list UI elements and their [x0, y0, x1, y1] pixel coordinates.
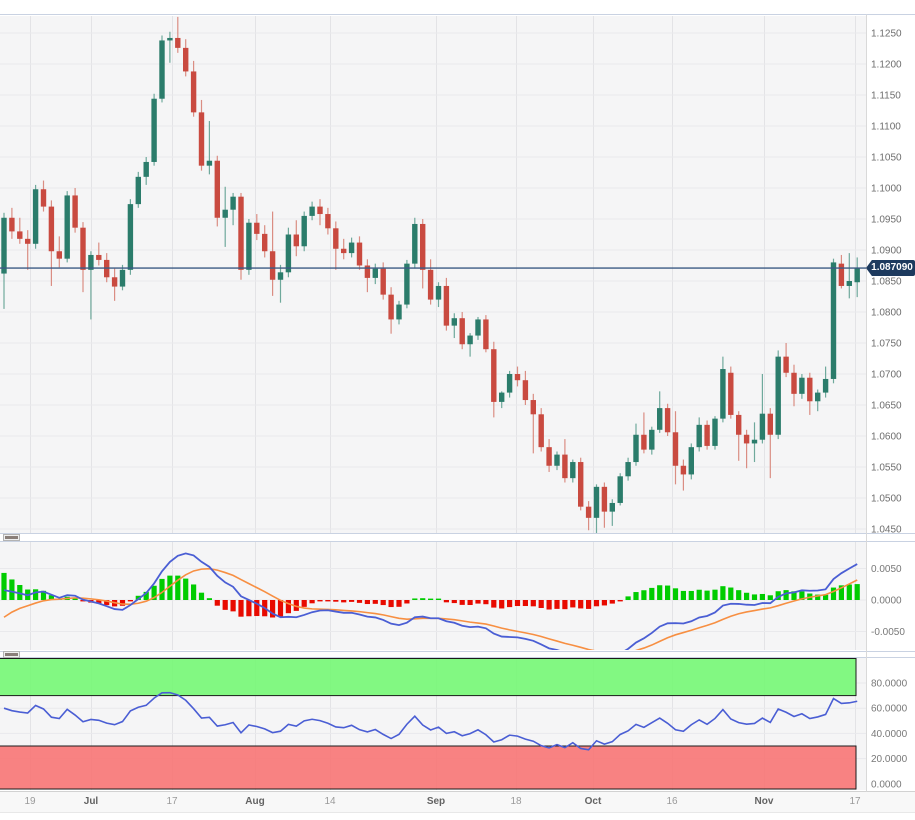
overbought-zone: [0, 658, 857, 697]
svg-text:Oct: Oct: [585, 796, 602, 807]
svg-text:1.0450: 1.0450: [871, 525, 902, 536]
svg-text:20.0000: 20.0000: [871, 754, 908, 765]
svg-text:1.1250: 1.1250: [871, 29, 902, 40]
svg-text:-0.0050: -0.0050: [871, 627, 905, 638]
main-price-panel: [0, 16, 866, 533]
svg-text:0.0000: 0.0000: [871, 596, 902, 607]
svg-text:1.0900: 1.0900: [871, 246, 902, 257]
svg-text:60.0000: 60.0000: [871, 704, 908, 715]
svg-text:1.0700: 1.0700: [871, 370, 902, 381]
rsi-line: [3, 691, 858, 751]
svg-text:1.1050: 1.1050: [871, 153, 902, 164]
svg-text:Aug: Aug: [245, 796, 264, 807]
macd-panel-resize-handle[interactable]: [3, 534, 20, 541]
svg-text:17: 17: [166, 796, 178, 807]
rsi-panel: [0, 658, 866, 790]
svg-text:Nov: Nov: [755, 796, 774, 807]
time-axis-strip: [0, 792, 915, 812]
svg-text:1.0750: 1.0750: [871, 339, 902, 350]
svg-text:0.0050: 0.0050: [871, 564, 902, 575]
svg-text:19: 19: [24, 796, 36, 807]
svg-text:1.0600: 1.0600: [871, 432, 902, 443]
svg-text:18: 18: [510, 796, 522, 807]
svg-text:Sep: Sep: [427, 796, 445, 807]
macd-line: [3, 552, 858, 650]
svg-text:80.0000: 80.0000: [871, 679, 908, 690]
svg-text:1.0950: 1.0950: [871, 215, 902, 226]
svg-text:1.1200: 1.1200: [871, 60, 902, 71]
time-axis: 19 Jul 17 Aug 14 Sep 18 Oct 16 Nov 17: [24, 796, 861, 807]
svg-text:1.0550: 1.0550: [871, 463, 902, 474]
svg-text:14: 14: [324, 796, 336, 807]
svg-text:1.1100: 1.1100: [871, 122, 901, 133]
svg-text:1.0800: 1.0800: [871, 308, 902, 319]
svg-text:Jul: Jul: [84, 796, 99, 807]
svg-text:1.0650: 1.0650: [871, 401, 902, 412]
rsi-panel-resize-handle[interactable]: [3, 651, 20, 658]
svg-text:0.0000: 0.0000: [871, 779, 902, 790]
svg-text:1.0850: 1.0850: [871, 277, 902, 288]
svg-text:1.1000: 1.1000: [871, 184, 902, 195]
svg-text:17: 17: [849, 796, 861, 807]
svg-text:16: 16: [666, 796, 678, 807]
svg-text:1.1150: 1.1150: [871, 91, 901, 102]
oversold-zone: [0, 745, 857, 790]
last-price-label: 1.087090: [866, 260, 915, 276]
svg-text:1.0500: 1.0500: [871, 494, 902, 505]
macd-panel: [0, 552, 866, 650]
svg-text:40.0000: 40.0000: [871, 729, 908, 740]
